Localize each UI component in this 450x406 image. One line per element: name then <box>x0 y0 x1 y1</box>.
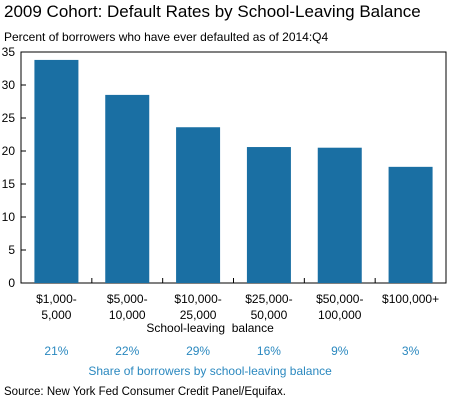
x-tick-label: $50,000- <box>316 292 363 306</box>
share-value: 29% <box>186 344 210 358</box>
share-value: 21% <box>44 344 68 358</box>
x-tick-label: $1,000- <box>36 292 77 306</box>
x-tick-label: $10,000- <box>174 292 221 306</box>
chart-subtitle: Percent of borrowers who have ever defau… <box>4 30 329 44</box>
share-value: 16% <box>257 344 281 358</box>
y-tick-label: 0 <box>8 276 15 290</box>
x-axis-label: School-leaving balance <box>146 321 274 335</box>
y-tick-label: 10 <box>2 210 16 224</box>
share-value: 9% <box>331 344 349 358</box>
x-tick-label: $100,000+ <box>382 292 439 306</box>
bar-3 <box>176 127 221 284</box>
chart-title: 2009 Cohort: Default Rates by School-Lea… <box>4 2 421 21</box>
bar-1 <box>34 59 79 283</box>
x-tick-label: 25,000 <box>180 308 217 322</box>
bar-4 <box>246 147 291 283</box>
x-tick-label: 10,000 <box>109 308 146 322</box>
x-tick-label: 50,000 <box>251 308 288 322</box>
plot-frame <box>20 51 447 284</box>
bar-6 <box>388 166 433 283</box>
y-tick-label: 25 <box>2 111 16 125</box>
share-caption: Share of borrowers by school-leaving bal… <box>88 364 332 378</box>
y-tick-label: 30 <box>2 78 16 92</box>
x-tick-label: 5,000 <box>41 308 71 322</box>
bar-5 <box>317 147 362 283</box>
y-tick-label: 20 <box>2 144 16 158</box>
share-value: 22% <box>115 344 139 358</box>
bar-2 <box>105 94 150 284</box>
x-tick-label: 100,000 <box>318 308 362 322</box>
y-tick-label: 5 <box>8 243 15 257</box>
x-tick-label: $5,000- <box>107 292 148 306</box>
share-value: 3% <box>402 344 420 358</box>
y-tick-label: 35 <box>2 45 16 59</box>
x-tick-label: $25,000- <box>245 292 292 306</box>
y-tick-label: 15 <box>2 177 16 191</box>
source-note: Source: New York Fed Consumer Credit Pan… <box>4 386 286 398</box>
